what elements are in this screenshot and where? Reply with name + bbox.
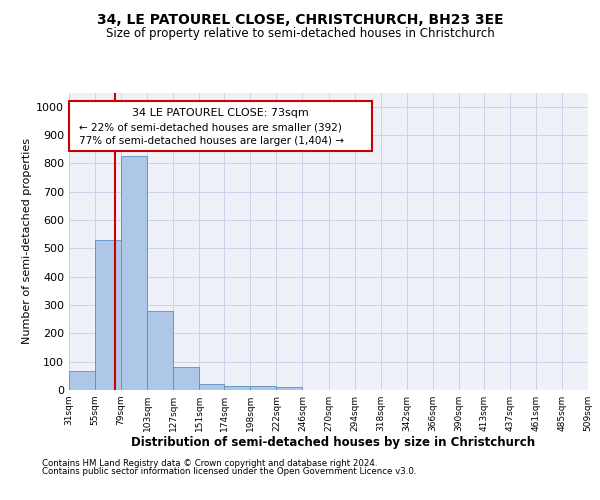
Text: Size of property relative to semi-detached houses in Christchurch: Size of property relative to semi-detach… (106, 28, 494, 40)
Bar (173, 368, 199, 390)
FancyBboxPatch shape (69, 101, 372, 150)
Bar (147, 310, 173, 390)
Bar (250, 386, 277, 390)
Bar (121, 156, 147, 390)
Bar (69, 371, 95, 390)
Bar (224, 386, 250, 390)
Text: Contains public sector information licensed under the Open Government Licence v3: Contains public sector information licen… (42, 467, 416, 476)
Text: 34, LE PATOUREL CLOSE, CHRISTCHURCH, BH23 3EE: 34, LE PATOUREL CLOSE, CHRISTCHURCH, BH2… (97, 12, 503, 26)
Text: 34 LE PATOUREL CLOSE: 73sqm: 34 LE PATOUREL CLOSE: 73sqm (132, 108, 309, 118)
Text: 77% of semi-detached houses are larger (1,404) →: 77% of semi-detached houses are larger (… (79, 136, 344, 145)
Text: Contains HM Land Registry data © Crown copyright and database right 2024.: Contains HM Land Registry data © Crown c… (42, 458, 377, 468)
Y-axis label: Number of semi-detached properties: Number of semi-detached properties (22, 138, 32, 344)
Bar (277, 387, 302, 390)
Text: ← 22% of semi-detached houses are smaller (392): ← 22% of semi-detached houses are smalle… (79, 122, 342, 132)
Text: Distribution of semi-detached houses by size in Christchurch: Distribution of semi-detached houses by … (131, 436, 535, 449)
Bar (95, 240, 121, 390)
Bar (199, 384, 224, 390)
